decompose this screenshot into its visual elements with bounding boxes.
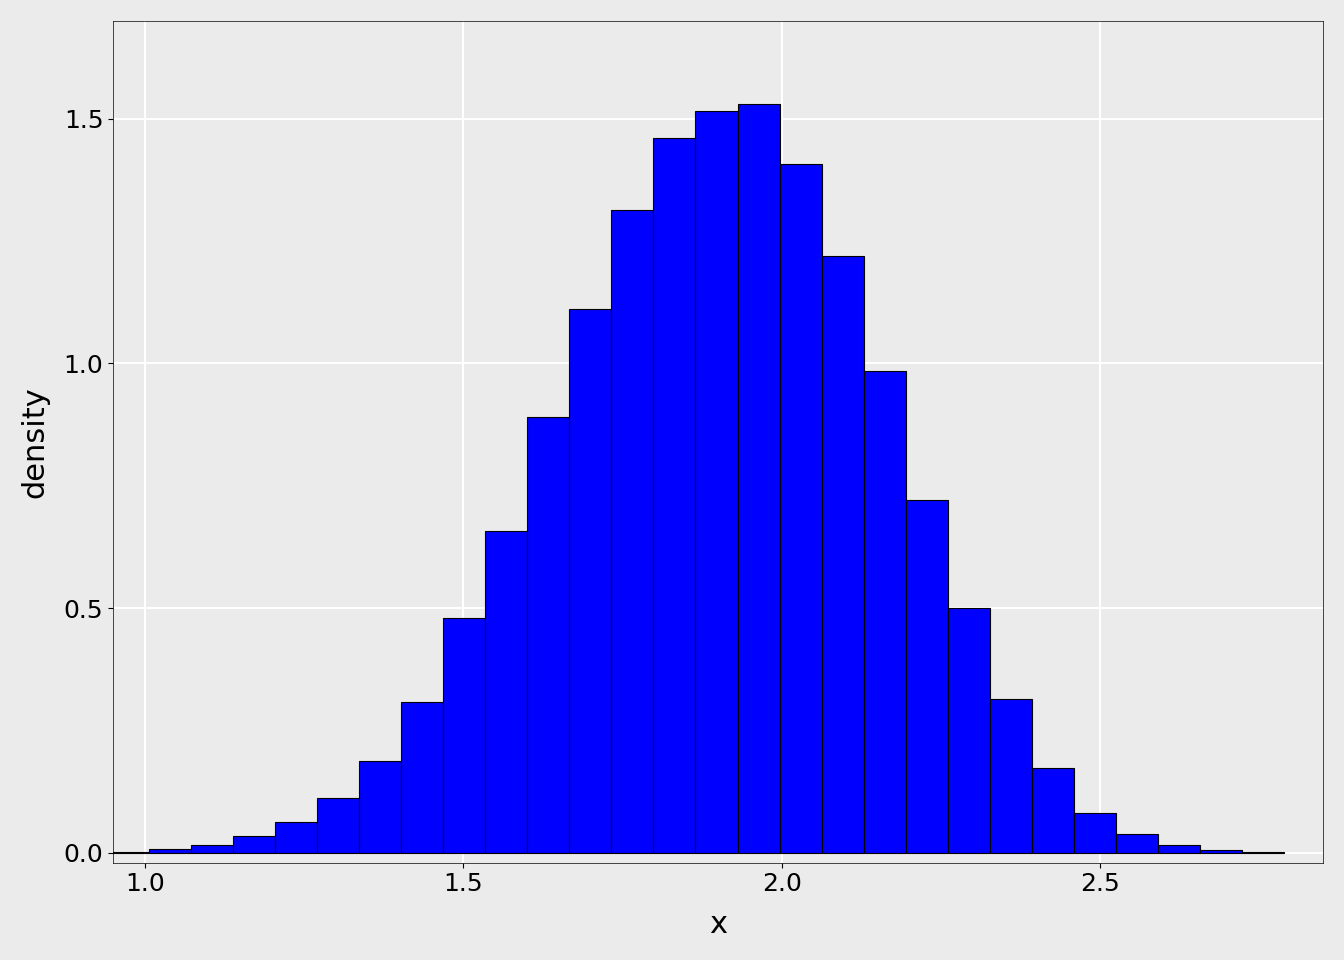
X-axis label: x: x (710, 910, 727, 939)
Bar (317, 798, 359, 852)
Bar (1200, 851, 1242, 852)
Bar (233, 836, 276, 852)
Y-axis label: density: density (22, 386, 50, 497)
Bar (276, 822, 317, 852)
Bar (444, 618, 485, 852)
Bar (695, 111, 738, 852)
Bar (821, 256, 864, 852)
Bar (1032, 768, 1074, 852)
Bar (402, 703, 444, 852)
Bar (191, 845, 233, 852)
Bar (989, 700, 1032, 852)
Bar (1074, 813, 1116, 852)
Bar (527, 417, 570, 852)
Bar (612, 210, 653, 852)
Bar (780, 164, 821, 852)
Bar (738, 104, 780, 852)
Bar (948, 609, 989, 852)
Bar (485, 531, 527, 852)
Bar (570, 309, 612, 852)
Bar (906, 499, 948, 852)
Bar (359, 761, 402, 852)
Bar (1116, 834, 1159, 852)
Bar (653, 137, 695, 852)
Bar (1159, 845, 1200, 852)
Bar (149, 850, 191, 852)
Bar (864, 371, 906, 852)
